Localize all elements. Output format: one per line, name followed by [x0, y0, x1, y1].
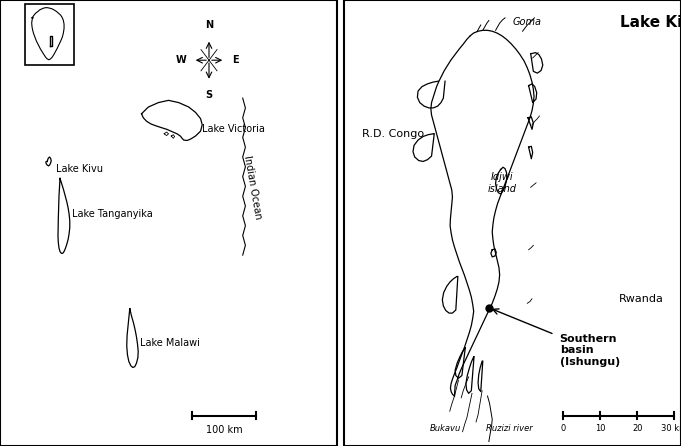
- Bar: [25, 4, 74, 65]
- Text: 100 km: 100 km: [206, 425, 242, 435]
- Text: Lake Kivu: Lake Kivu: [620, 15, 681, 30]
- Text: E: E: [232, 55, 238, 65]
- Text: 10: 10: [595, 424, 605, 433]
- Text: Rwanda: Rwanda: [619, 294, 664, 304]
- Text: W: W: [176, 55, 187, 65]
- Text: 30 km: 30 km: [661, 424, 681, 433]
- Text: Bukavu: Bukavu: [430, 424, 460, 433]
- Text: Indian Ocean: Indian Ocean: [242, 155, 263, 220]
- Text: Idjwi
island: Idjwi island: [487, 172, 516, 194]
- Text: Goma: Goma: [512, 17, 541, 27]
- Text: Lake Tanganyika: Lake Tanganyika: [72, 209, 153, 219]
- Text: Ruzizi river: Ruzizi river: [486, 424, 533, 433]
- Text: Lake Victoria: Lake Victoria: [202, 124, 265, 134]
- Text: Lake Kivu: Lake Kivu: [56, 165, 103, 174]
- Text: 0: 0: [560, 424, 566, 433]
- Text: 20: 20: [632, 424, 642, 433]
- Text: R.D. Congo: R.D. Congo: [362, 129, 424, 139]
- Text: S: S: [206, 90, 212, 100]
- Text: Southern
basin
(Ishungu): Southern basin (Ishungu): [560, 334, 620, 367]
- Text: Lake Malawi: Lake Malawi: [140, 339, 200, 348]
- Text: N: N: [205, 20, 213, 30]
